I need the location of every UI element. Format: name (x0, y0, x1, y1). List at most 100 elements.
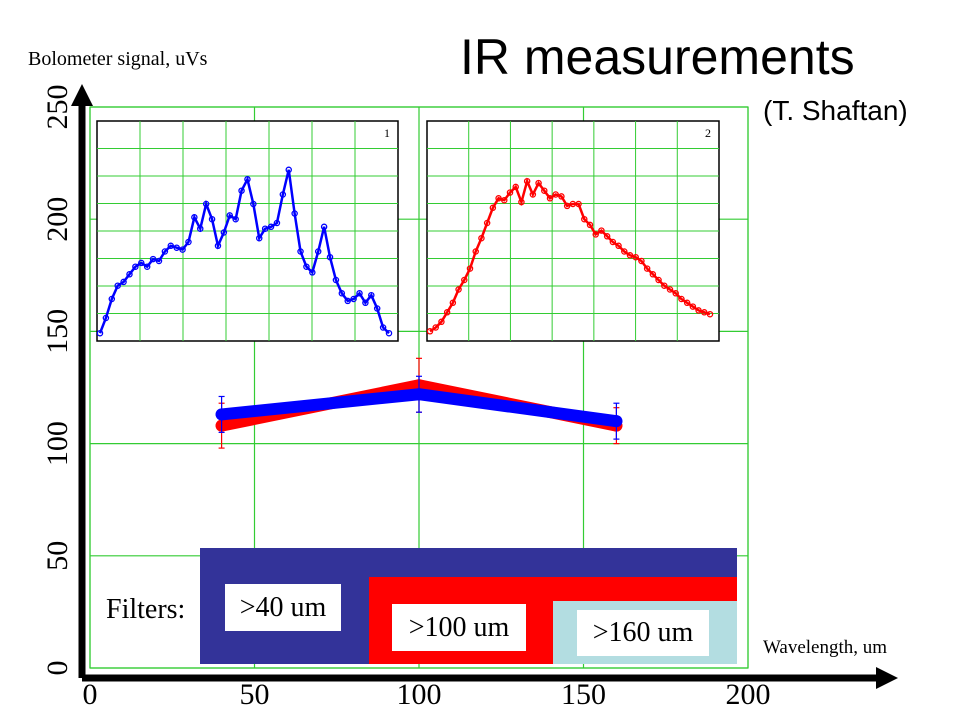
y-tick-label-4: 200 (41, 197, 74, 242)
inset-point-1-45 (362, 299, 369, 307)
y-tick-label-0: 0 (41, 661, 74, 676)
series-2 (215, 375, 623, 440)
inset-point-2-5 (455, 286, 462, 293)
inset-point-2-8 (472, 248, 479, 255)
inset-label-1: 1 (384, 126, 390, 140)
inset-point-2-13 (501, 196, 508, 204)
inset-point-2-26 (575, 200, 582, 208)
inset-point-1-2 (108, 295, 116, 303)
inset-point-2-49 (706, 310, 714, 318)
inset-point-2-22 (552, 191, 559, 198)
series-2-point-2 (610, 415, 623, 428)
inset-point-1-20 (214, 242, 222, 250)
inset-point-2-12 (495, 195, 502, 202)
inset-point-2-24 (563, 202, 571, 210)
inset-point-2-44 (678, 295, 685, 303)
filters-label: Filters: (106, 594, 186, 625)
inset-point-2-19 (535, 179, 542, 187)
inset-point-1-11 (161, 248, 169, 255)
inset-point-2-11 (489, 204, 497, 212)
inset-point-1-9 (149, 255, 157, 263)
inset-point-1-41 (338, 290, 346, 297)
inset-point-1-1 (102, 314, 110, 322)
inset-point-2-33 (615, 242, 622, 250)
y-tick-label-1: 50 (41, 541, 74, 571)
inset-point-2-9 (478, 234, 485, 242)
filter-label-160: >160 um (577, 610, 709, 656)
data-series (215, 357, 623, 449)
inset-plot-1: 1 (96, 120, 399, 342)
inset-point-1-42 (344, 297, 351, 305)
inset-point-1-40 (332, 276, 340, 284)
inset-point-1-26 (250, 200, 257, 208)
inset-point-2-32 (609, 238, 617, 246)
inset-point-1-38 (320, 223, 328, 231)
inset-point-2-34 (621, 248, 628, 255)
inset-point-2-45 (683, 299, 691, 307)
page-title: IR measurements (460, 29, 855, 85)
y-tick-label-5: 250 (41, 85, 74, 130)
inset-point-2-47 (695, 307, 702, 314)
axes (71, 84, 898, 689)
inset-point-2-43 (672, 290, 679, 297)
inset-point-2-18 (529, 191, 537, 198)
x-axis-arrow (876, 667, 898, 689)
inset-point-2-30 (598, 227, 605, 234)
inset-point-2-20 (541, 187, 548, 194)
inset-point-1-28 (261, 225, 269, 232)
inset-point-1-35 (303, 263, 310, 270)
inset-point-2-40 (655, 276, 662, 284)
inset-point-1-22 (226, 212, 234, 219)
inset-point-1-21 (220, 229, 228, 236)
inset-point-1-25 (244, 176, 251, 183)
inset-point-1-3 (114, 282, 121, 289)
inset-point-1-10 (155, 257, 163, 265)
series-2-point-0 (215, 408, 228, 421)
inset-point-1-34 (297, 248, 304, 255)
y-axis-arrow (71, 84, 93, 106)
inset-point-1-31 (279, 191, 287, 198)
inset-point-2-17 (523, 177, 531, 185)
inset-point-1-48 (379, 324, 387, 331)
inset-point-2-42 (666, 286, 674, 293)
inset-point-1-33 (291, 210, 298, 217)
inset-point-1-14 (179, 246, 186, 253)
inset-point-2-4 (449, 299, 457, 307)
inset-point-2-14 (506, 189, 514, 196)
inset-point-2-48 (701, 309, 708, 316)
inset-point-2-39 (649, 271, 657, 278)
inset-point-2-36 (632, 253, 639, 261)
inset-point-1-29 (267, 223, 275, 231)
inset-point-1-7 (138, 259, 145, 267)
inset-point-2-16 (518, 198, 525, 206)
inset-point-1-8 (143, 263, 151, 270)
inset-point-1-18 (202, 200, 210, 208)
inset-point-2-6 (461, 276, 468, 284)
inset-point-1-5 (126, 271, 133, 278)
inset-plot-2: 2 (426, 120, 720, 342)
inset-point-2-7 (466, 265, 474, 272)
inset-label-2: 2 (705, 126, 711, 140)
inset-point-2-3 (443, 309, 451, 316)
inset-point-2-28 (586, 221, 594, 229)
x-tick-label-0: 0 (83, 678, 98, 711)
inset-point-1-16 (191, 214, 198, 221)
inset-point-1-13 (173, 244, 180, 251)
inset-point-1-47 (373, 305, 381, 312)
inset-point-2-37 (638, 257, 645, 265)
inset-point-1-27 (255, 234, 263, 242)
inset-point-1-49 (385, 329, 393, 337)
inset-point-2-1 (432, 324, 439, 331)
inset-point-1-43 (350, 295, 357, 303)
inset-point-1-46 (368, 291, 375, 299)
series-2-point-1 (413, 388, 425, 401)
inset-point-1-37 (314, 248, 322, 255)
inset-point-1-23 (232, 215, 239, 223)
inset-point-1-6 (132, 263, 139, 270)
plot-frame (89, 106, 749, 669)
inset-point-1-17 (197, 225, 204, 232)
y-tick-label-3: 150 (41, 309, 74, 354)
x-tick-label-2: 100 (397, 678, 442, 711)
